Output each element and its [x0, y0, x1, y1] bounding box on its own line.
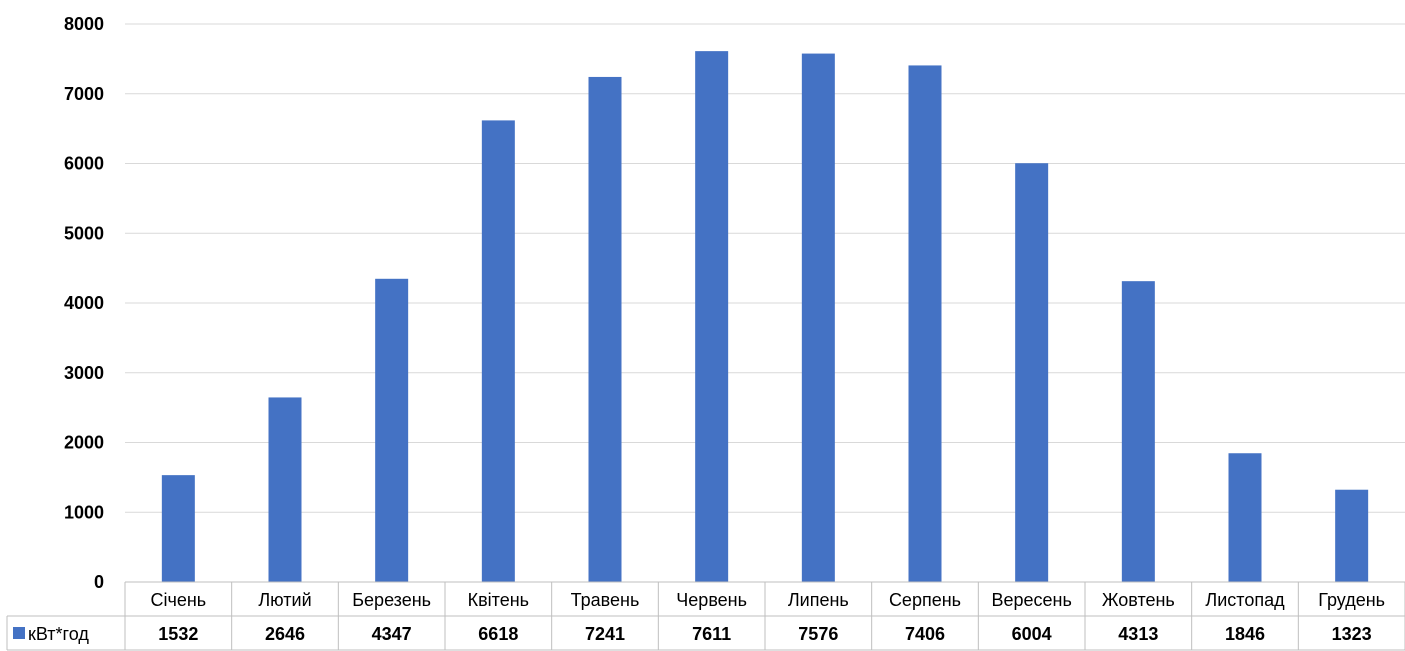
y-tick-label: 6000 — [64, 154, 104, 174]
data-table: Січень 1532 Лютий 2646 Березень 4347 Квітень 66… — [6, 581, 1405, 651]
x-tick-label: Лютий — [258, 590, 311, 610]
y-tick-label: 3000 — [64, 363, 104, 383]
x-tick-label: Травень — [571, 590, 640, 610]
legend-label: кВт*год — [28, 624, 89, 644]
x-tick-label: Серпень — [889, 590, 961, 610]
bar — [1228, 453, 1262, 582]
data-label: 4347 — [372, 624, 412, 644]
bars — [161, 51, 1369, 583]
legend-swatch — [13, 627, 25, 639]
x-tick-label: Листопад — [1205, 590, 1285, 610]
data-label: 7241 — [585, 624, 625, 644]
x-tick-label: Червень — [676, 590, 747, 610]
data-label: 6004 — [1012, 624, 1052, 644]
x-tick-label: Січень — [150, 590, 206, 610]
data-label: 6618 — [478, 624, 518, 644]
bar — [695, 51, 729, 582]
x-tick-label: Жовтень — [1102, 590, 1175, 610]
bar — [1335, 489, 1369, 582]
y-tick-label: 2000 — [64, 433, 104, 453]
data-label: 1846 — [1225, 624, 1265, 644]
x-tick-label: Грудень — [1318, 590, 1385, 610]
data-label: 7611 — [692, 624, 731, 644]
bar — [481, 120, 515, 582]
y-tick-label: 1000 — [64, 502, 104, 522]
x-tick-label: Квітень — [468, 590, 529, 610]
y-axis-tick-labels: 0 1000 2000 3000 4000 5000 6000 7000 8000 — [64, 14, 104, 592]
bar — [588, 76, 622, 582]
bar — [1015, 163, 1049, 582]
data-label: 1532 — [158, 624, 198, 644]
y-tick-label: 0 — [94, 572, 104, 592]
bar — [908, 65, 942, 582]
y-tick-label: 5000 — [64, 223, 104, 243]
x-tick-label: Вересень — [991, 590, 1071, 610]
bar — [375, 278, 409, 582]
data-label: 4313 — [1118, 624, 1158, 644]
y-tick-label: 8000 — [64, 14, 104, 34]
data-label: 7406 — [905, 624, 945, 644]
bar — [161, 475, 195, 582]
bar — [268, 397, 302, 582]
data-label: 7576 — [798, 624, 838, 644]
bar — [1121, 281, 1155, 582]
y-tick-label: 7000 — [64, 84, 104, 104]
x-tick-label: Березень — [352, 590, 431, 610]
y-tick-label: 4000 — [64, 293, 104, 313]
data-label: 2646 — [265, 624, 305, 644]
gridlines — [125, 23, 1405, 513]
bar — [801, 53, 835, 583]
x-tick-label: Липень — [788, 590, 849, 610]
data-label: 1323 — [1332, 624, 1372, 644]
